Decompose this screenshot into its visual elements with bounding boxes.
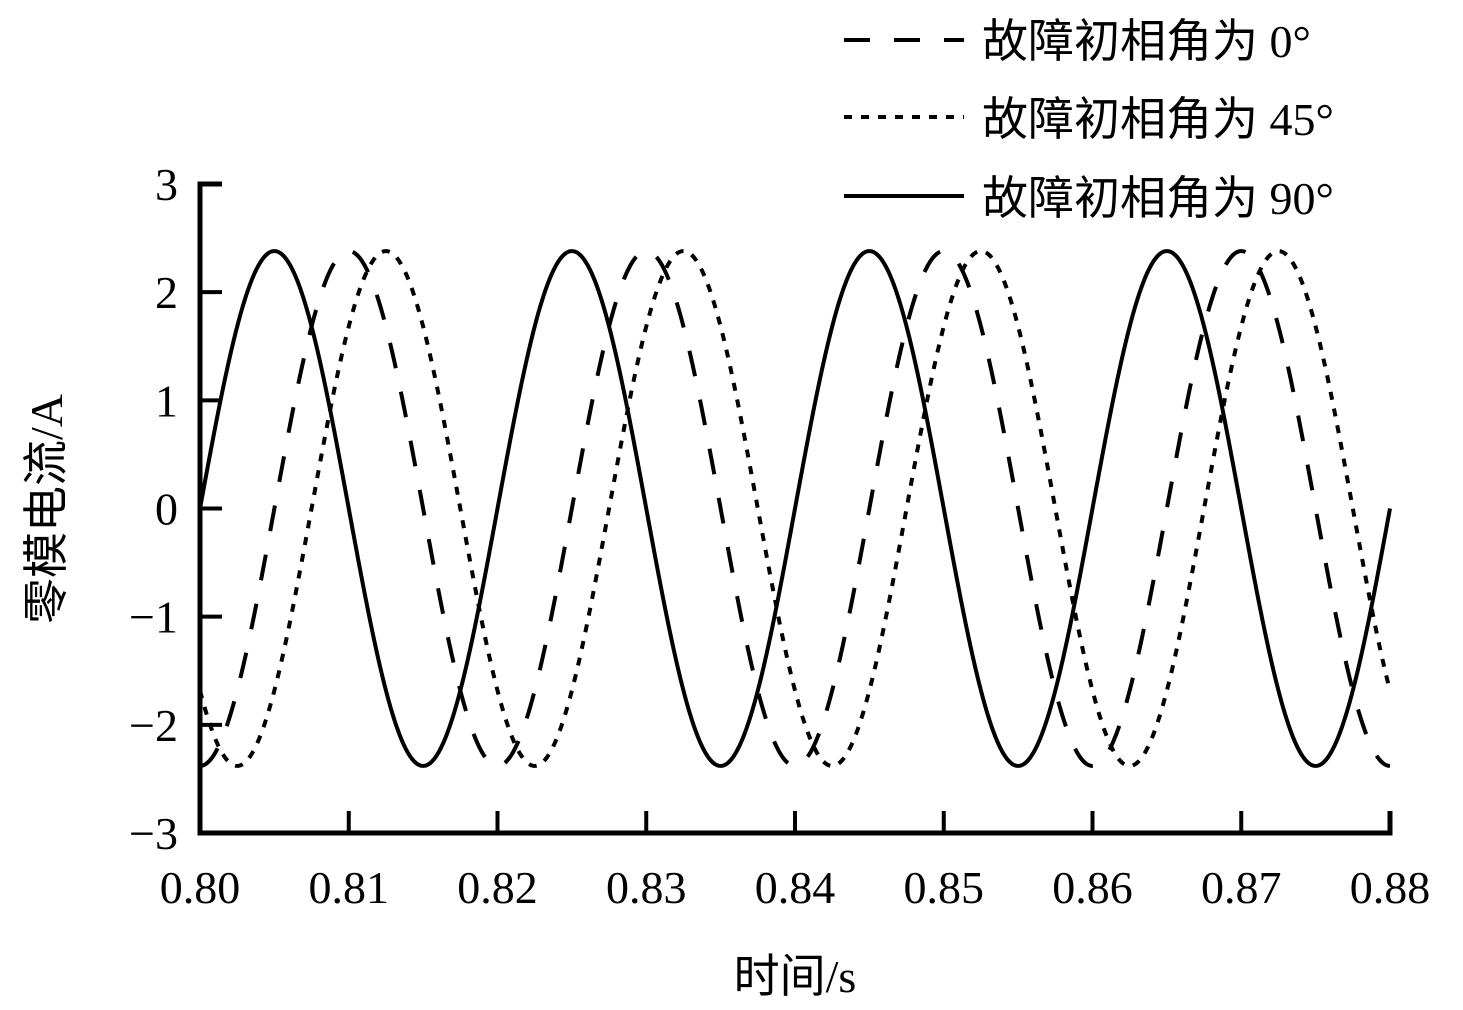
- legend-label: 故障初相角为 45°: [982, 94, 1334, 145]
- y-tick-label: −1: [129, 592, 178, 643]
- y-tick-label: −2: [129, 700, 178, 751]
- x-tick-label: 0.83: [606, 862, 687, 913]
- y-tick-label: −3: [129, 808, 178, 859]
- y-tick-label: 1: [155, 375, 178, 426]
- x-axis-ticks: 0.80 0.81 0.82 0.83 0.84 0.85 0.86 0.87 0.88: [160, 811, 1431, 913]
- axis-frame: [197, 181, 1393, 836]
- legend-item-0deg: 故障初相角为 0°: [844, 16, 1311, 67]
- x-tick-label: 0.81: [309, 862, 390, 913]
- x-tick-label: 0.86: [1052, 862, 1133, 913]
- axes: [197, 181, 1393, 836]
- x-tick-label: 0.85: [904, 862, 985, 913]
- y-axis-title: 零模电流/A: [21, 394, 72, 624]
- x-axis-title: 时间/s: [734, 951, 857, 1002]
- legend-label: 故障初相角为 0°: [982, 16, 1311, 67]
- y-tick-label: 0: [155, 484, 178, 535]
- x-tick-label: 0.84: [755, 862, 836, 913]
- y-tick-label: 2: [155, 267, 178, 318]
- x-tick-label: 0.82: [457, 862, 538, 913]
- series-line-solid: [198, 249, 1392, 768]
- plot-lines: [198, 249, 1392, 768]
- legend: 故障初相角为 0° 故障初相角为 45° 故障初相角为 90°: [844, 16, 1334, 224]
- y-tick-label: 3: [155, 159, 178, 210]
- series-line-dotted: [198, 249, 1392, 768]
- x-tick-label: 0.88: [1350, 862, 1431, 913]
- legend-item-45deg: 故障初相角为 45°: [844, 94, 1334, 145]
- legend-label: 故障初相角为 90°: [982, 173, 1334, 224]
- x-tick-label: 0.87: [1201, 862, 1282, 913]
- y-axis-ticks: 3 2 1 0 −1 −2 −3: [129, 159, 222, 859]
- x-tick-label: 0.80: [160, 862, 241, 913]
- legend-item-90deg: 故障初相角为 90°: [844, 173, 1334, 224]
